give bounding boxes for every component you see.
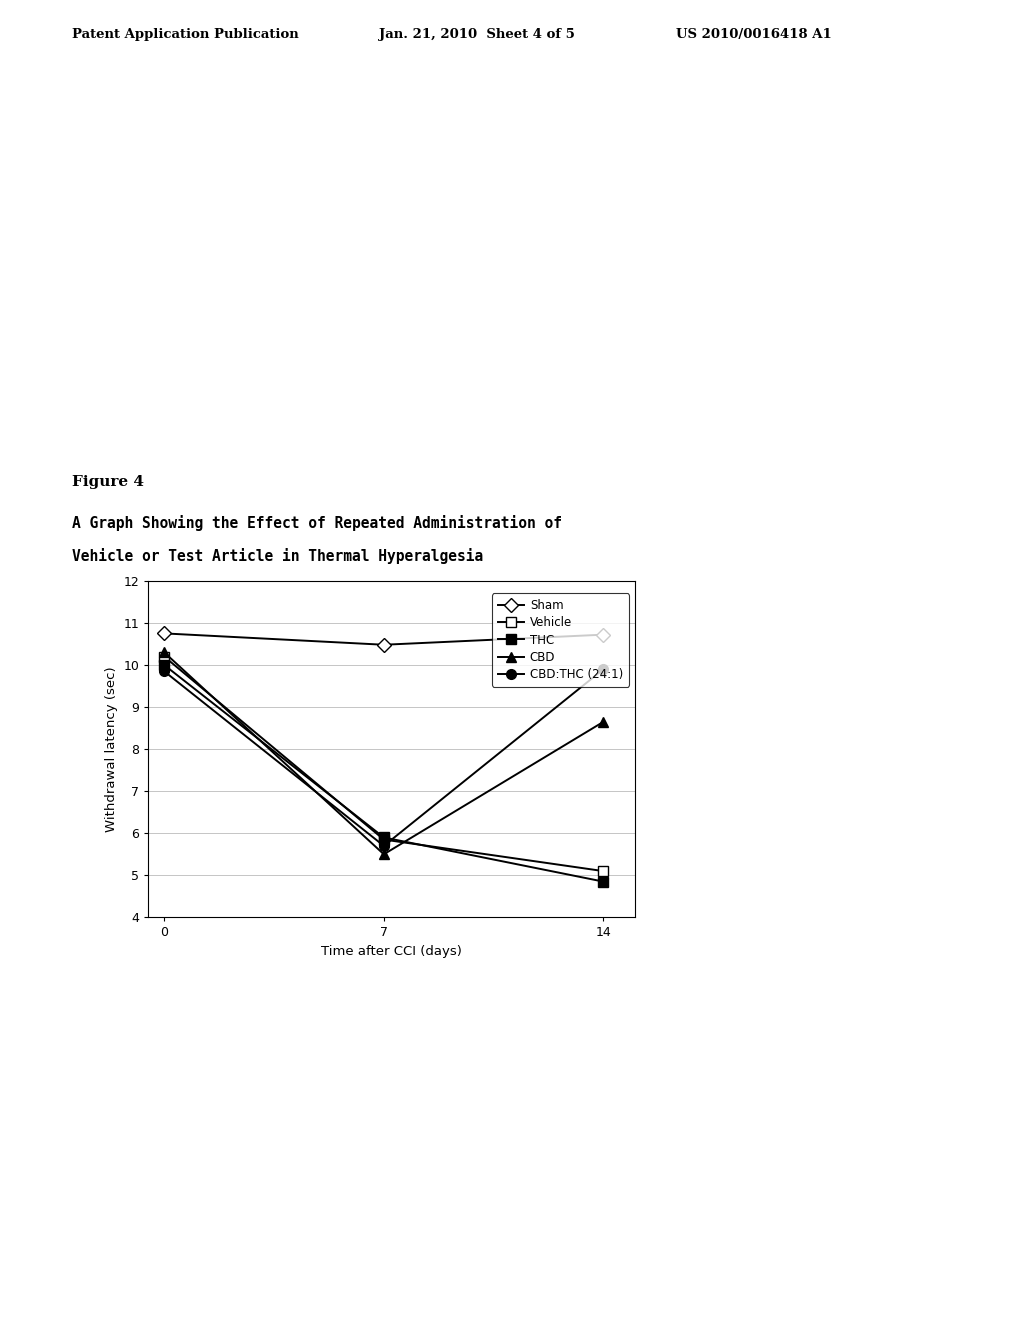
Text: Patent Application Publication: Patent Application Publication bbox=[72, 28, 298, 41]
Line: CBD: CBD bbox=[160, 648, 608, 859]
Y-axis label: Withdrawal latency (sec): Withdrawal latency (sec) bbox=[105, 667, 118, 832]
Line: CBD:THC (24:1): CBD:THC (24:1) bbox=[160, 664, 608, 850]
CBD:THC (24:1) bbox=[158, 664, 170, 680]
Text: Vehicle or Test Article in Thermal Hyperalgesia: Vehicle or Test Article in Thermal Hyper… bbox=[72, 548, 483, 564]
Vehicle bbox=[378, 832, 390, 847]
Line: Sham: Sham bbox=[160, 628, 608, 649]
Text: A Graph Showing the Effect of Repeated Administration of: A Graph Showing the Effect of Repeated A… bbox=[72, 515, 562, 531]
THC bbox=[158, 657, 170, 673]
Text: US 2010/0016418 A1: US 2010/0016418 A1 bbox=[676, 28, 831, 41]
Sham bbox=[378, 636, 390, 652]
Line: THC: THC bbox=[160, 660, 608, 887]
THC bbox=[378, 829, 390, 845]
Vehicle bbox=[158, 648, 170, 664]
Vehicle bbox=[597, 863, 609, 879]
CBD bbox=[597, 714, 609, 730]
THC bbox=[597, 874, 609, 890]
CBD bbox=[378, 846, 390, 862]
CBD bbox=[158, 644, 170, 660]
CBD:THC (24:1) bbox=[378, 838, 390, 854]
X-axis label: Time after CCI (days): Time after CCI (days) bbox=[322, 945, 462, 958]
Sham bbox=[597, 627, 609, 643]
CBD:THC (24:1) bbox=[597, 661, 609, 677]
Line: Vehicle: Vehicle bbox=[160, 652, 608, 876]
Text: Figure 4: Figure 4 bbox=[72, 475, 143, 490]
Legend: Sham, Vehicle, THC, CBD, CBD:THC (24:1): Sham, Vehicle, THC, CBD, CBD:THC (24:1) bbox=[493, 594, 629, 686]
Text: Jan. 21, 2010  Sheet 4 of 5: Jan. 21, 2010 Sheet 4 of 5 bbox=[379, 28, 574, 41]
Sham bbox=[158, 626, 170, 642]
